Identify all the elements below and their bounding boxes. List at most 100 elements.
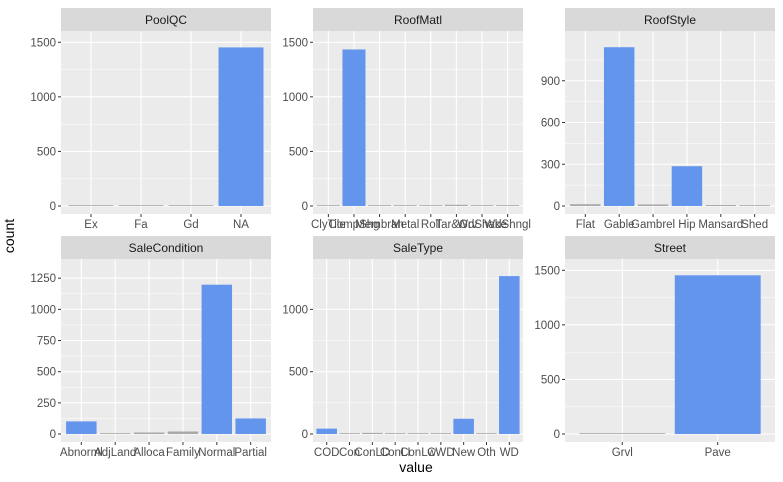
bar-na (218, 47, 264, 207)
bar-conli (384, 433, 406, 434)
y-tick-label: 0 (302, 429, 308, 441)
y-tick-label: 1000 (30, 92, 56, 104)
x-tick-label: New (452, 447, 476, 459)
facet-panels: PoolQC 0 500 1000 1500 Ex Fa Gd NA RoofMatl 0 500 10… (30, 8, 775, 459)
bar-family (167, 431, 199, 434)
y-tick-label: 0 (50, 429, 56, 441)
x-tick-label: CWD (427, 447, 454, 459)
x-tick-label: Hip (678, 219, 695, 231)
x-tick-label: Normal (198, 447, 235, 459)
bar-fa (118, 205, 164, 206)
bar-cwd (430, 433, 452, 434)
x-tick-label: Mansard (698, 219, 743, 231)
bar-gambrel (637, 204, 669, 206)
y-tick-label: 1000 (30, 304, 56, 316)
y-tick-label: 500 (289, 146, 308, 158)
bar-metal (393, 205, 417, 206)
y-tick-label: 1250 (30, 273, 56, 285)
y-tick-label: 250 (37, 398, 56, 410)
bar-clytile (316, 205, 340, 206)
x-tick-label: AdjLand (94, 447, 136, 459)
bar-hip (671, 166, 703, 206)
x-tick-label: Abnorml (60, 447, 103, 459)
bar-normal (201, 284, 233, 434)
bar-cod (316, 428, 337, 434)
x-tick-label: Family (166, 447, 200, 459)
facet-panel-street: Street 0 500 1000 1500 Grvl Pave (534, 236, 775, 459)
y-tick-label: 750 (37, 336, 56, 348)
bar-wdshngl (496, 205, 520, 206)
bar-conld (362, 432, 383, 434)
facet-strip (565, 8, 775, 31)
y-tick-label: 0 (302, 201, 308, 213)
x-tick-label: Alloca (133, 447, 165, 459)
x-tick-label: Partial (234, 447, 267, 459)
bar-partial (235, 418, 266, 434)
y-tick-label: 500 (541, 374, 560, 386)
x-tick-label: Membran (355, 219, 404, 231)
plot-area (61, 259, 271, 442)
x-tick-label: Fa (134, 219, 148, 231)
x-tick-label: WdShake (457, 219, 507, 231)
bar-con (339, 433, 360, 434)
bar-membran (368, 205, 392, 206)
bar-wdshake (470, 205, 494, 206)
x-tick-label: Oth (477, 447, 496, 459)
facet-panel-salecondition: SaleCondition 0 250 500 750 1000 1250 AbnormlAd… (30, 236, 271, 459)
bar-adjland (99, 433, 131, 434)
x-tick-label: WdShngl (484, 219, 531, 231)
facet-panel-saletype: SaleType 0 500 1000 COD ConConLDConLIConLwCWD… (282, 236, 523, 459)
x-tick-label: Ex (84, 219, 98, 231)
x-tick-label: COD (314, 447, 340, 459)
bar-oth (476, 433, 497, 434)
x-tick-label: WD (500, 447, 519, 459)
facet-strip (313, 8, 523, 31)
x-tick-label: Metal (391, 219, 419, 231)
bar-alloca (133, 432, 165, 434)
y-tick-label: 0 (50, 201, 56, 213)
facet-title: PoolQC (145, 13, 187, 27)
bar-ex (68, 205, 114, 206)
x-tick-label: NA (233, 219, 249, 231)
facet-panel-roofmatl: RoofMatl 0 500 1000 1500 ClyTileCompShgMembra… (282, 8, 531, 231)
bar-compshg (342, 49, 366, 207)
y-tick-label: 500 (37, 146, 56, 158)
y-tick-label: 600 (541, 118, 560, 130)
facet-title: RoofMatl (394, 13, 442, 27)
bar-mansard (705, 205, 737, 206)
facet-title: SaleCondition (129, 241, 204, 255)
y-tick-label: 1500 (534, 265, 560, 277)
y-tick-label: 1500 (282, 37, 308, 49)
bar-gd (168, 205, 214, 206)
x-tick-label: CompShg (328, 219, 379, 231)
y-tick-label: 500 (289, 367, 308, 379)
x-tick-label: Shed (741, 219, 768, 231)
y-tick-label: 1000 (534, 320, 560, 332)
x-tick-label: ConLD (354, 447, 390, 459)
bar-flat (570, 204, 601, 206)
x-tick-label: ClyTile (311, 219, 346, 231)
y-tick-label: 300 (541, 159, 560, 171)
facet-strip (61, 8, 271, 31)
x-tick-label: Gambrel (631, 219, 675, 231)
bar-pave (674, 275, 761, 434)
facet-title: RoofStyle (644, 13, 696, 27)
facet-title: Street (654, 241, 687, 255)
bar-gable (603, 47, 635, 207)
facet-panel-poolqc: PoolQC 0 500 1000 1500 Ex Fa Gd NA (30, 8, 271, 231)
y-tick-label: 1000 (282, 304, 308, 316)
y-tick-label: 900 (541, 76, 560, 88)
x-tick-label: ConLI (380, 447, 411, 459)
facet-title: SaleType (393, 241, 443, 255)
y-tick-label: 1500 (30, 37, 56, 49)
x-tick-label: Con (339, 447, 360, 459)
x-tick-label: Tar&Grv (435, 219, 477, 231)
x-tick-label: Pave (705, 447, 731, 459)
bar-wd (499, 276, 520, 434)
x-tick-label: Flat (576, 219, 596, 231)
facet-strip (565, 236, 775, 259)
x-tick-label: Gable (604, 219, 635, 231)
bar-tar-grv (444, 204, 468, 206)
